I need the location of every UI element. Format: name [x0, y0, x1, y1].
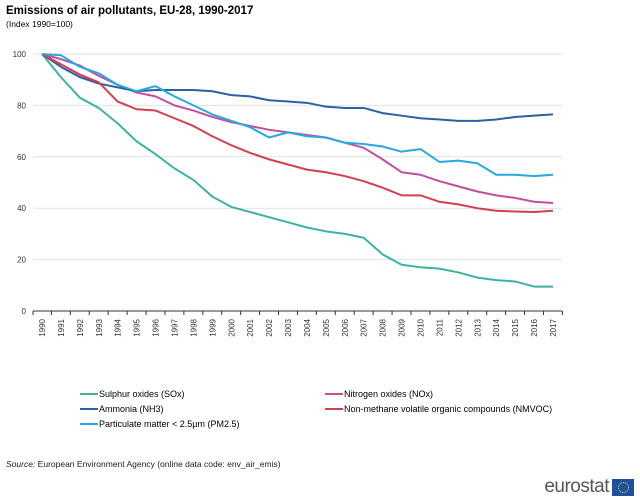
x-tick-label: 2005: [322, 318, 331, 336]
eurostat-logo: eurostat: [544, 476, 634, 498]
x-tick-label: 2014: [492, 318, 501, 336]
series-line-1: [41, 53, 554, 205]
x-tick-label: 2002: [265, 318, 274, 336]
x-tick-label: 2016: [530, 318, 539, 336]
x-tick-label: 2007: [360, 318, 369, 336]
x-tick-label: 2011: [435, 318, 444, 336]
legend-label: Nitrogen oxides (NOx): [344, 389, 434, 399]
x-tick-label: 2008: [379, 318, 388, 336]
x-tick-label: 1993: [95, 318, 104, 336]
legend-item[interactable]: Non-methane volatile organic compounds (…: [325, 404, 552, 414]
x-tick-label: 2001: [246, 318, 255, 336]
y-tick-label: 40: [17, 204, 26, 213]
chart-title: Emissions of air pollutants, EU-28, 1990…: [6, 5, 254, 17]
legend-swatch: [80, 408, 98, 410]
source-label: Source:: [6, 459, 36, 469]
y-tick-label: 80: [17, 101, 26, 110]
series-line-2: [41, 53, 554, 122]
series-line-0: [41, 53, 553, 288]
y-tick-label: 0: [22, 307, 27, 316]
x-tick-label: 1996: [152, 318, 161, 336]
legend-label: Ammonia (NH3): [99, 404, 164, 414]
x-tick-label: 1994: [114, 318, 123, 336]
x-tick-label: 2015: [511, 318, 520, 336]
x-tick-label: 2010: [417, 318, 426, 336]
legend-label: Sulphur oxides (SOx): [99, 389, 185, 399]
logo-text: eurostat: [544, 476, 609, 497]
y-tick-label: 100: [13, 50, 27, 59]
x-tick-label: 1995: [133, 318, 142, 336]
series-line-4: [41, 53, 554, 178]
series-line-3: [41, 53, 554, 214]
legend-swatch: [325, 393, 343, 395]
x-tick-label: 1990: [38, 318, 47, 336]
x-tick-label: 2012: [454, 318, 463, 336]
legend-item[interactable]: Sulphur oxides (SOx): [80, 389, 185, 399]
legend-swatch: [325, 408, 343, 410]
legend-item[interactable]: Ammonia (NH3): [80, 404, 164, 414]
x-tick-label: 2009: [398, 318, 407, 336]
x-tick-label: 1997: [170, 318, 179, 336]
chart-subtitle: (Index 1990=100): [6, 19, 73, 29]
eu-flag-icon: [612, 478, 634, 496]
source-note: Source: European Environment Agency (onl…: [6, 459, 281, 469]
x-tick-label: 2003: [284, 318, 293, 336]
legend-item[interactable]: Nitrogen oxides (NOx): [325, 389, 433, 399]
legend-swatch: [80, 423, 98, 425]
x-tick-label: 2004: [303, 318, 312, 336]
x-tick-label: 2006: [341, 318, 350, 336]
x-tick-label: 1992: [76, 318, 85, 336]
x-tick-label: 1999: [208, 318, 217, 336]
x-tick-label: 2013: [473, 318, 482, 336]
x-tick-label: 2017: [549, 318, 558, 336]
legend-label: Non-methane volatile organic compounds (…: [344, 404, 553, 414]
y-tick-label: 20: [17, 256, 26, 265]
legend-item[interactable]: Particulate matter < 2.5µm (PM2.5): [80, 419, 239, 429]
legend-swatch: [80, 393, 98, 395]
source-text: European Environment Agency (online data…: [37, 459, 281, 469]
y-tick-label: 60: [17, 153, 26, 162]
x-tick-label: 2000: [227, 318, 236, 336]
legend-label: Particulate matter < 2.5µm (PM2.5): [99, 419, 240, 429]
x-tick-label: 1991: [57, 318, 66, 336]
x-tick-label: 1998: [189, 318, 198, 336]
